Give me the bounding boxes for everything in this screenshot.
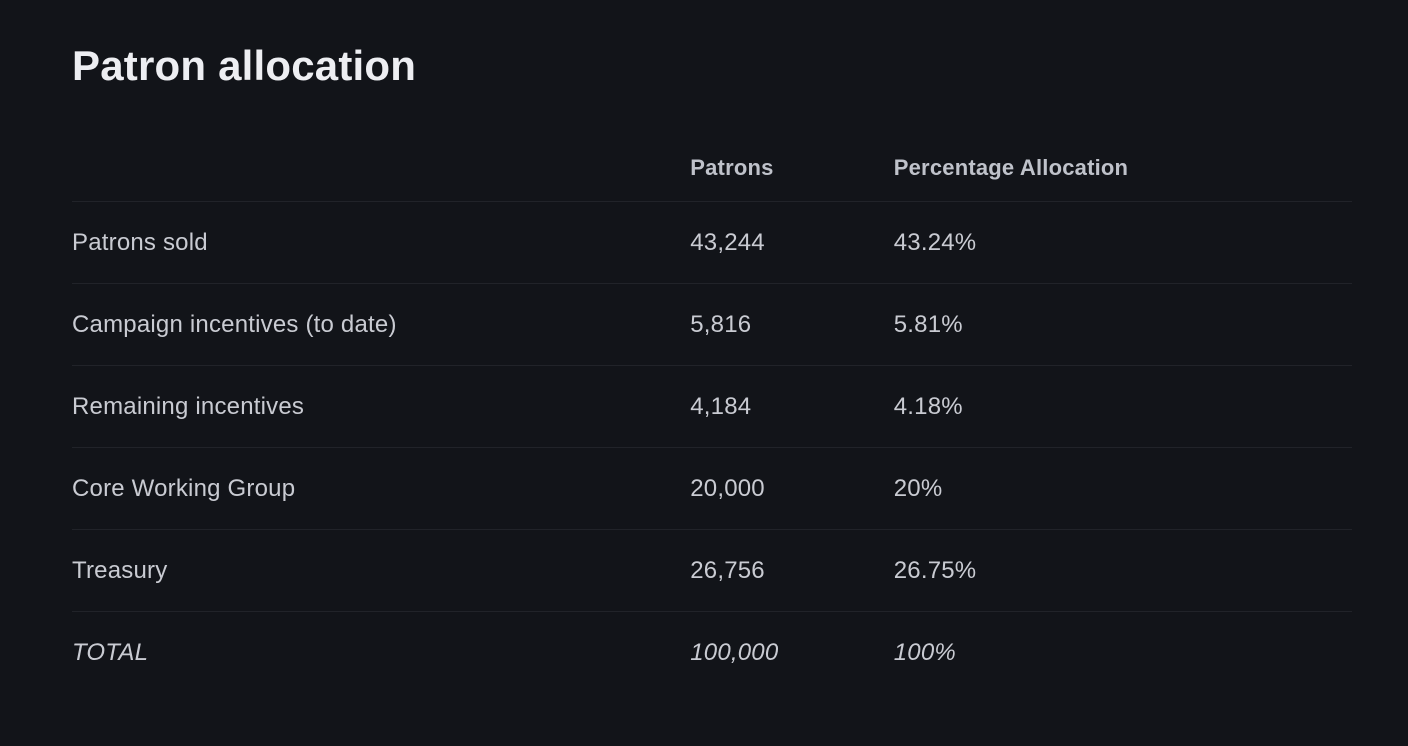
row-percentage-value: 20% xyxy=(893,447,1352,530)
total-row-percentage-value: 100% xyxy=(893,639,956,666)
column-header-label xyxy=(72,126,691,202)
row-label: Remaining incentives xyxy=(72,365,691,448)
table-row: Remaining incentives 4,184 4.18% xyxy=(72,365,1352,448)
row-percentage-value: 43.24% xyxy=(893,201,1352,284)
row-label: Patrons sold xyxy=(72,201,691,284)
table-row: Treasury 26,756 26.75% xyxy=(72,529,1352,612)
row-percentage-value: 4.18% xyxy=(893,365,1352,448)
row-patrons-value: 4,184 xyxy=(690,365,894,448)
table-total-row: TOTAL 100,000 100% xyxy=(72,612,1352,694)
row-label: Treasury xyxy=(72,529,691,612)
row-label: Campaign incentives (to date) xyxy=(72,283,691,366)
row-patrons-value: 20,000 xyxy=(690,447,894,530)
patron-allocation-table: Patrons Percentage Allocation Patrons so… xyxy=(72,126,1352,693)
page-title: Patron allocation xyxy=(72,42,417,89)
table-row: Core Working Group 20,000 20% xyxy=(72,447,1352,530)
column-header-patrons: Patrons xyxy=(690,126,894,202)
row-patrons-value: 5,816 xyxy=(690,283,894,366)
total-row-label: TOTAL xyxy=(72,639,149,666)
table-row: Patrons sold 43,244 43.24% xyxy=(72,201,1352,284)
table-header-row: Patrons Percentage Allocation xyxy=(72,126,1352,202)
row-patrons-value: 26,756 xyxy=(690,529,894,612)
row-patrons-value: 43,244 xyxy=(690,201,894,284)
row-percentage-value: 26.75% xyxy=(893,529,1352,612)
table-row: Campaign incentives (to date) 5,816 5.81… xyxy=(72,283,1352,366)
row-percentage-value: 5.81% xyxy=(893,283,1352,366)
total-row-patrons-value: 100,000 xyxy=(690,639,779,666)
column-header-percentage: Percentage Allocation xyxy=(893,126,1352,202)
row-label: Core Working Group xyxy=(72,447,691,530)
